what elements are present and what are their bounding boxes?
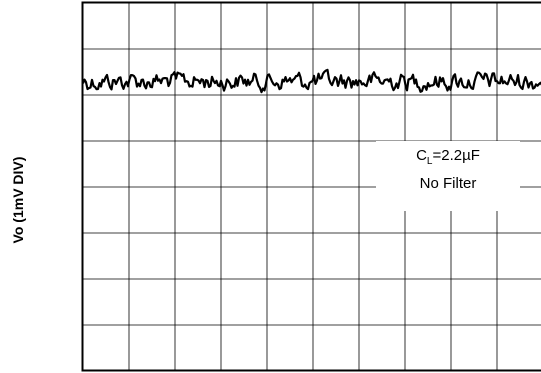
noise-trace xyxy=(81,68,541,94)
capacitance-label: CL=2.2µF xyxy=(416,147,480,167)
plot-frame xyxy=(81,1,541,372)
filter-label: No Filter xyxy=(419,175,477,192)
annotation-box: CL=2.2µF No Filter xyxy=(376,141,520,211)
